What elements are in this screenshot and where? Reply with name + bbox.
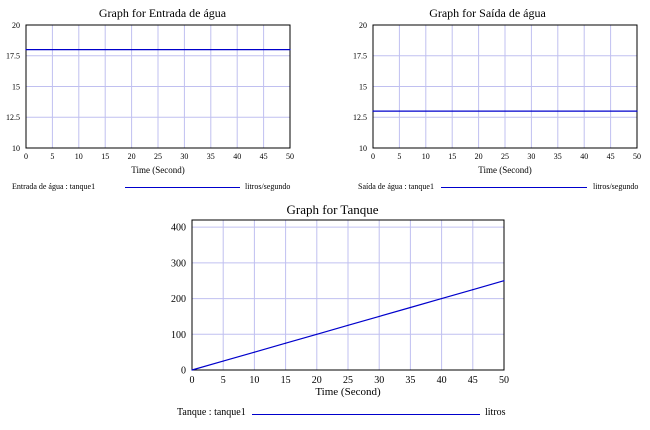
x-tick-label: 15 <box>101 152 109 161</box>
x-tick-label: 30 <box>374 375 384 386</box>
y-tick-label: 17.5 <box>6 52 20 61</box>
x-tick-label: 40 <box>580 152 588 161</box>
y-tick-label: 15 <box>12 82 20 91</box>
data-point <box>347 324 349 326</box>
x-tick-label: 5 <box>50 152 54 161</box>
chart-title: Graph for Saída de água <box>429 6 546 20</box>
x-tick-label: 40 <box>233 152 241 161</box>
x-tick-label: 30 <box>527 152 535 161</box>
x-tick-label: 35 <box>405 375 415 386</box>
y-tick-label: 0 <box>181 366 186 377</box>
x-tick-label: 25 <box>343 375 353 386</box>
x-tick-label: 35 <box>554 152 562 161</box>
x-tick-label: 40 <box>437 375 447 386</box>
plot-frame <box>372 24 638 149</box>
x-tick-label: 20 <box>475 152 483 161</box>
x-tick-label: 5 <box>221 375 226 386</box>
x-axis-label: Time (Second) <box>478 165 532 175</box>
legend: Saída de água : tanque1 litros/segundo <box>325 182 650 194</box>
plot-area: 0 5 10 15 20 25 30 35 40 45 50 0 100 200 300 400 <box>171 219 509 386</box>
x-tick-label: 25 <box>501 152 509 161</box>
x-tick-label: 0 <box>371 152 375 161</box>
chart-title: Graph for Tanque <box>286 202 379 217</box>
legend-series-line <box>252 414 480 415</box>
x-tick-label: 45 <box>260 152 268 161</box>
x-tick-label: 50 <box>286 152 294 161</box>
x-tick-label: 30 <box>180 152 188 161</box>
x-tick-label: 50 <box>633 152 641 161</box>
x-tick-label: 45 <box>468 375 478 386</box>
x-tick-label: 50 <box>499 375 509 386</box>
x-tick-label: 10 <box>422 152 430 161</box>
x-tick-label: 0 <box>24 152 28 161</box>
data-point <box>503 280 505 282</box>
data-point <box>441 297 443 300</box>
chart-saida-agua: Graph for Saída de água 0 5 10 15 20 25 30 35 40… <box>325 0 650 200</box>
data-point <box>409 306 411 309</box>
x-tick-label: 25 <box>154 152 162 161</box>
data-point <box>25 49 27 51</box>
x-tick-label: 10 <box>75 152 83 161</box>
chart-tanque: Graph for Tanque 0 5 10 15 20 25 30 35 40 45 50 0 10… <box>160 198 509 430</box>
data-point <box>636 110 638 112</box>
y-tick-label: 17.5 <box>353 52 367 61</box>
legend-series-line <box>441 187 587 188</box>
y-tick-label: 20 <box>12 21 20 30</box>
x-tick-label: 35 <box>207 152 215 161</box>
legend-series-name: Tanque : tanque1 <box>177 407 246 418</box>
y-tick-label: 300 <box>171 258 186 269</box>
data-point <box>378 315 380 318</box>
data-point <box>285 342 287 344</box>
data-point <box>222 360 224 362</box>
y-tick-label: 12.5 <box>353 113 367 122</box>
chart-title: Graph for Entrada de água <box>98 6 227 20</box>
legend-series-line <box>125 187 240 188</box>
y-tick-label: 10 <box>359 144 367 153</box>
y-tick-label: 15 <box>359 82 367 91</box>
x-axis-label: Time (Second) <box>315 386 381 398</box>
y-tick-label: 12.5 <box>6 113 20 122</box>
x-tick-label: 10 <box>249 375 259 386</box>
plot-area: 0 5 10 15 20 25 30 35 40 45 50 10 12.5 15 17.5 20 <box>353 21 641 161</box>
legend-series-unit: litros/segundo <box>593 182 639 191</box>
data-point <box>191 369 193 371</box>
plot-frame <box>191 219 505 371</box>
legend: Entrada de água : tanque1 litros/segundo <box>0 182 325 194</box>
legend-series-name: Saída de água : tanque1 <box>358 182 434 191</box>
y-tick-label: 400 <box>171 223 186 234</box>
data-point <box>472 289 474 291</box>
x-tick-label: 15 <box>281 375 291 386</box>
y-tick-label: 10 <box>12 144 20 153</box>
y-tick-label: 200 <box>171 294 186 305</box>
legend-series-unit: litros/segundo <box>245 182 291 191</box>
data-point <box>316 333 318 335</box>
x-tick-label: 0 <box>190 375 195 386</box>
plot-frame <box>25 24 291 149</box>
chart-entrada-agua: Graph for Entrada de água 0 5 10 15 20 25 30 35… <box>0 0 325 200</box>
x-tick-label: 45 <box>607 152 615 161</box>
legend-series-name: Entrada de água : tanque1 <box>12 182 96 191</box>
legend-series-unit: litros <box>485 407 506 418</box>
x-axis-label: Time (Second) <box>131 165 185 175</box>
data-point <box>372 110 374 112</box>
data-point <box>289 49 291 51</box>
legend: Tanque : tanque1 litros <box>160 407 506 421</box>
x-tick-label: 20 <box>128 152 136 161</box>
y-tick-label: 20 <box>359 21 367 30</box>
plot-area: 0 5 10 15 20 25 30 35 40 45 50 10 12.5 15 17.5 20 <box>6 21 294 161</box>
y-tick-label: 100 <box>171 330 186 341</box>
x-tick-label: 15 <box>448 152 456 161</box>
data-point <box>253 351 255 353</box>
x-tick-label: 20 <box>312 375 322 386</box>
x-tick-label: 5 <box>397 152 401 161</box>
